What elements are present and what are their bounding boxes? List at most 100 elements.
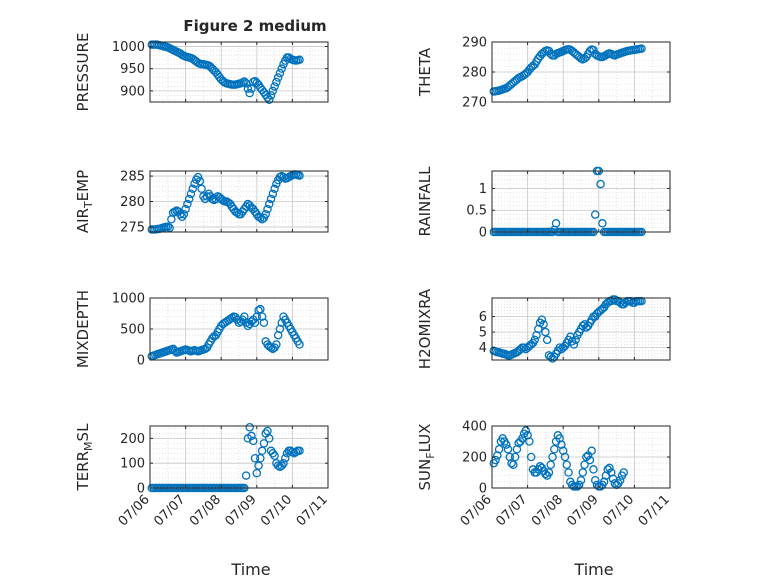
data-point (245, 88, 254, 98)
data-point (619, 468, 628, 477)
data-point (526, 452, 536, 462)
data-point (266, 194, 276, 204)
data-point (546, 460, 555, 469)
figure-title: Figure 2 medium (183, 17, 326, 35)
data-point (580, 460, 589, 469)
x-tick-label: 07/10 (600, 492, 637, 529)
data-point (272, 77, 281, 87)
y-tick-label: 290 (462, 36, 487, 51)
subplot-theta: 270 280 290 THETA (416, 36, 671, 111)
data-point (571, 335, 580, 345)
y-tick-label: 400 (462, 420, 487, 435)
data-point (576, 475, 586, 485)
subplot-h2omixra: 456 H2OMIXRA (416, 288, 671, 369)
y-axis-label: AIRTEMP (74, 170, 95, 233)
data-point (272, 340, 281, 349)
y-axis-label: RAINFALL (416, 166, 434, 237)
data-point (263, 204, 272, 214)
data-point (590, 475, 600, 485)
data-point (193, 172, 203, 182)
data-point (265, 95, 274, 105)
axes-box (149, 41, 329, 103)
y-tick-label: 4 (479, 341, 487, 356)
data-point (560, 452, 570, 462)
y-tick-label: 0 (479, 226, 487, 241)
x-tick-label: 07/06 (458, 492, 495, 529)
data-point (501, 440, 511, 449)
data-point (270, 82, 279, 91)
data-point (562, 460, 572, 469)
axes-box (491, 170, 671, 233)
data-point (186, 189, 196, 199)
data-point (537, 315, 547, 324)
x-tick-label: 07/09 (565, 492, 602, 529)
data-point (240, 77, 249, 86)
data-point (281, 453, 290, 463)
y-tick-label: 0.5 (466, 204, 487, 219)
data-point (605, 463, 614, 473)
data-point (261, 209, 270, 219)
y-tick-label: 1000 (112, 40, 145, 55)
y-tick-label: 270 (462, 96, 487, 111)
data-point (179, 209, 189, 219)
data-point (247, 431, 256, 441)
data-point (241, 471, 251, 480)
subplot-rainfall: 0 0.5 1 RAINFALL (416, 166, 671, 241)
data-point (587, 446, 596, 456)
data-point (291, 447, 301, 457)
x-axis-label-right: Time (573, 560, 613, 579)
data-point (275, 68, 285, 78)
y-tick-label: 275 (120, 220, 145, 235)
data-point (184, 194, 194, 204)
data-point (589, 465, 598, 474)
data-point (578, 468, 588, 477)
x-tick-label: 07/07 (151, 492, 188, 529)
data-point (494, 444, 504, 454)
x-tick-label: 07/10 (258, 492, 295, 529)
data-point (183, 199, 192, 209)
data-point (268, 86, 278, 96)
y-tick-label: 280 (120, 195, 145, 210)
data-point (525, 437, 534, 446)
data-point (521, 426, 531, 435)
data-point (503, 444, 513, 454)
y-tick-label: 5 (479, 326, 487, 341)
data-point (270, 184, 279, 194)
data-point (637, 44, 646, 53)
y-axis-label: PRESSURE (74, 33, 92, 112)
data-point (268, 449, 278, 458)
subplot-air-temp: 275 280 285 AIRTEMP (74, 170, 329, 235)
y-tick-label: 1 (479, 182, 487, 197)
data-point (248, 436, 258, 446)
data-point (551, 219, 561, 228)
x-axis-label-left: Time (230, 560, 270, 579)
data-point (295, 55, 304, 65)
axes-box (491, 297, 671, 361)
x-tick-label: 07/07 (493, 492, 530, 529)
data-point (555, 343, 564, 352)
data-point (507, 458, 516, 468)
x-tick-label: 07/11 (294, 492, 331, 529)
y-axis-label: THETA (416, 47, 434, 97)
data-point (273, 73, 283, 82)
subplot-pressure: 900 950 1000 PRESSURE (74, 33, 329, 112)
y-axis-label: MIXDEPTH (74, 290, 92, 368)
data-point (277, 461, 286, 470)
data-point (509, 460, 518, 469)
y-tick-label: 6 (479, 310, 487, 325)
y-tick-label: 280 (462, 66, 487, 81)
data-point (254, 306, 263, 315)
data-point (259, 439, 269, 448)
data-point (541, 327, 550, 337)
y-tick-label: 0 (479, 482, 487, 497)
data-point (615, 475, 625, 485)
data-point (590, 210, 600, 219)
y-tick-label: 1000 (112, 292, 145, 307)
x-tick-label: 07/06 (116, 492, 153, 529)
y-tick-label: 200 (462, 451, 487, 466)
data-point (245, 422, 254, 432)
data-point (188, 184, 197, 194)
